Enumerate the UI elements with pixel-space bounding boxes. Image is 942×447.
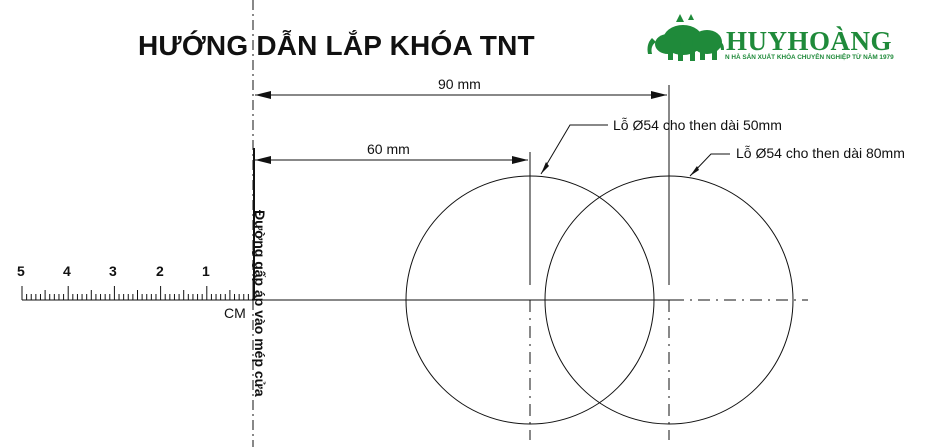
ruler-unit-label: CM bbox=[224, 305, 246, 321]
dimension-label-60mm: 60 mm bbox=[367, 141, 410, 157]
leader-line-80mm bbox=[689, 153, 730, 177]
brand-name: HUYHOÀNG bbox=[726, 26, 892, 56]
brand-tagline: N HÀ SẢN XUẤT KHÓA CHUYÊN NGHIỆP TỪ NĂM … bbox=[725, 54, 894, 61]
ruler bbox=[21, 286, 254, 300]
hole-note-80mm: Lỗ Ø54 cho then dài 80mm bbox=[736, 145, 905, 161]
ruler-ticks bbox=[21, 286, 254, 300]
ruler-label-2: 2 bbox=[156, 263, 164, 279]
fold-line-label: Đường gấp áp vào mép cửa bbox=[252, 210, 268, 397]
dimension-arrow-90mm bbox=[255, 91, 667, 99]
ruler-label-3: 3 bbox=[109, 263, 117, 279]
dimension-arrow-60mm bbox=[255, 156, 528, 164]
dimension-label-90mm: 90 mm bbox=[438, 76, 481, 92]
hole-note-50mm: Lỗ Ø54 cho then dài 50mm bbox=[613, 117, 782, 133]
elephant-logo-icon bbox=[647, 14, 724, 61]
ruler-label-4: 4 bbox=[63, 263, 71, 279]
ruler-label-5: 5 bbox=[17, 263, 25, 279]
ruler-label-1: 1 bbox=[202, 263, 210, 279]
page-title: HƯỚNG DẪN LẮP KHÓA TNT bbox=[138, 30, 535, 61]
leader-line-50mm bbox=[540, 124, 608, 175]
